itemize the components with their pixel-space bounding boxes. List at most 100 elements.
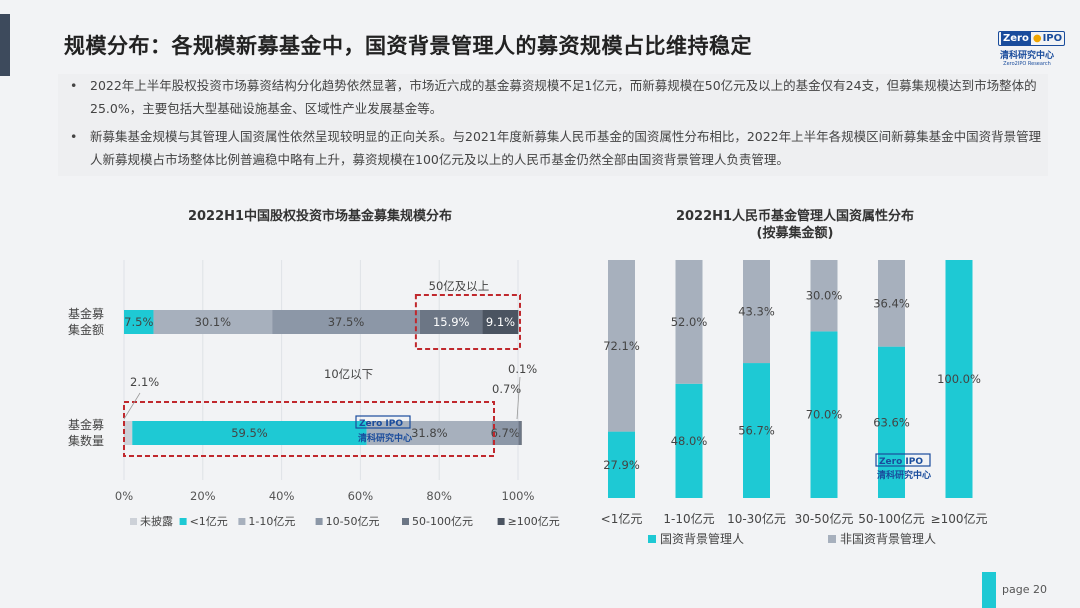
legend-swatch [130, 518, 137, 525]
category-label: 基金募 [68, 417, 104, 432]
logo-mark: Zero ● IPO [998, 31, 1066, 46]
column-segment [743, 260, 770, 364]
data-label: 43.3% [738, 305, 775, 319]
page-title: 规模分布：各规模新募基金中，国资背景管理人的募资规模占比维持稳定 [64, 34, 752, 58]
legend-label: <1亿元 [190, 515, 228, 528]
legend-label: 未披露 [140, 514, 173, 528]
watermark-text: Zero IPO [359, 419, 403, 429]
data-label: 56.7% [738, 424, 775, 438]
logo-mark-right: IPO [1042, 33, 1063, 44]
legend-label: 国资背景管理人 [660, 531, 744, 546]
data-label: 9.1% [486, 315, 515, 329]
bar-segment [132, 421, 367, 445]
x-tick-label: 100% [502, 489, 535, 503]
bar-segment [521, 421, 522, 445]
bullet-text: 新募集基金规模与其管理人国资属性依然呈现较明显的正向关系。与2021年度新募集人… [90, 129, 1042, 167]
column-segment [878, 346, 905, 498]
category-label: 集金额 [68, 322, 104, 337]
bar-segment [124, 310, 154, 334]
logo-en: Zero2IPO Research [1003, 61, 1051, 67]
callout-leader [123, 392, 141, 420]
x-tick-label: 20% [190, 489, 216, 503]
data-label: 37.5% [328, 315, 365, 329]
column-segment [810, 260, 838, 332]
callout-leader [516, 376, 521, 420]
column-segment [945, 260, 973, 498]
data-label: 30.1% [195, 315, 232, 329]
legend-swatch [497, 518, 505, 525]
bar-segment [272, 310, 420, 334]
summary-bullets: • 2022年上半年股权投资市场募资结构分化趋势依然显著，市场近六成的基金募资规模… [58, 74, 1048, 176]
watermark-cn: 清科研究中心 [358, 432, 412, 444]
category-label: 集数量 [68, 433, 104, 448]
column-segment [810, 331, 838, 498]
highlight-box-under10 [123, 401, 495, 457]
annotation-under10: 10亿以下 [324, 367, 373, 381]
highlight-box-50plus [414, 294, 522, 350]
x-tick-label: 60% [348, 489, 374, 503]
data-label: 52.0% [671, 315, 708, 329]
annotation-50plus: 50亿及以上 [429, 279, 490, 293]
legend-label: 1-10亿元 [248, 515, 295, 528]
legend-swatch [648, 535, 656, 543]
logo-dot-icon: ● [1032, 33, 1042, 44]
x-tick-label: 80% [426, 489, 452, 503]
bullet-dot-icon: • [70, 129, 78, 144]
column-segment [878, 260, 905, 347]
bullet-text: 2022年上半年股权投资市场募资结构分化趋势依然显著，市场近六成的基金募资规模不… [90, 78, 1037, 116]
watermark-text: Zero IPO [879, 457, 923, 467]
data-label: 48.0% [671, 434, 708, 448]
data-label: 30.0% [806, 289, 843, 303]
bar-segment [124, 421, 133, 445]
logo-mark-left: Zero [1001, 32, 1031, 45]
x-tick-label: 0% [115, 489, 133, 503]
data-label: 59.5% [231, 426, 268, 440]
legend-swatch [238, 518, 246, 525]
watermark-mark [355, 415, 411, 429]
data-label: 31.8% [411, 426, 448, 440]
category-label: <1亿元 [601, 511, 643, 526]
data-label: 63.6% [873, 415, 910, 429]
column-segment [675, 383, 703, 498]
watermark-mark [875, 453, 931, 467]
left-chart-title: 2022H1中国股权投资市场基金募集规模分布 [187, 209, 453, 224]
legend-label: ≥100亿元 [508, 515, 560, 528]
right-chart-title-main: 2022H1人民币基金管理人国资属性分布 [675, 209, 915, 224]
bar-segment [518, 421, 522, 445]
bullet-item: • 2022年上半年股权投资市场募资结构分化趋势依然显著，市场近六成的基金募资规模… [58, 74, 1048, 120]
category-label: 50-100亿元 [858, 511, 925, 526]
right-chart-title: 2022H1人民币基金管理人国资属性分布 (按募集金额) [600, 208, 990, 242]
legend-swatch [179, 518, 187, 525]
logo-cn: 清科研究中心 [999, 51, 1054, 61]
title-accent-bar [0, 14, 10, 76]
legend-swatch [315, 518, 323, 525]
data-label: 100.0% [937, 372, 981, 386]
data-label: 27.9% [603, 458, 640, 472]
data-label: 36.4% [873, 296, 910, 310]
page-accent-box [982, 572, 996, 608]
legend-label: 10-50亿元 [326, 515, 380, 528]
column-segment [608, 260, 635, 432]
data-label: 15.9% [433, 315, 470, 329]
legend-label: 50-100亿元 [412, 515, 473, 528]
bullet-item: • 新募集基金规模与其管理人国资属性依然呈现较明显的正向关系。与2021年度新募集… [58, 125, 1048, 171]
page-number: page 20 [1002, 583, 1047, 596]
bar-segment [419, 310, 483, 334]
bar-segment [366, 421, 492, 445]
bullet-dot-icon: • [70, 78, 78, 93]
column-segment [675, 260, 703, 384]
callout-0-1: 0.1% [508, 362, 537, 376]
legend-label: 非国资背景管理人 [840, 531, 936, 546]
right-chart-subtitle: (按募集金额) [756, 226, 834, 241]
right-stacked-column-chart: 27.9% 72.1% <1亿元 48.0% 52.0% 1-10亿元 56.7% 43.3%… [601, 260, 987, 546]
legend-swatch [828, 535, 836, 543]
watermark-cn: 清科研究中心 [877, 469, 931, 481]
category-label: 10-30亿元 [727, 511, 786, 526]
data-label: 7.5% [124, 315, 153, 329]
data-label: 70.0% [806, 408, 843, 422]
callout-0-7: 0.7% [492, 382, 521, 396]
category-label: 30-50亿元 [795, 511, 854, 526]
column-segment [608, 431, 635, 498]
legend-swatch [402, 518, 409, 525]
